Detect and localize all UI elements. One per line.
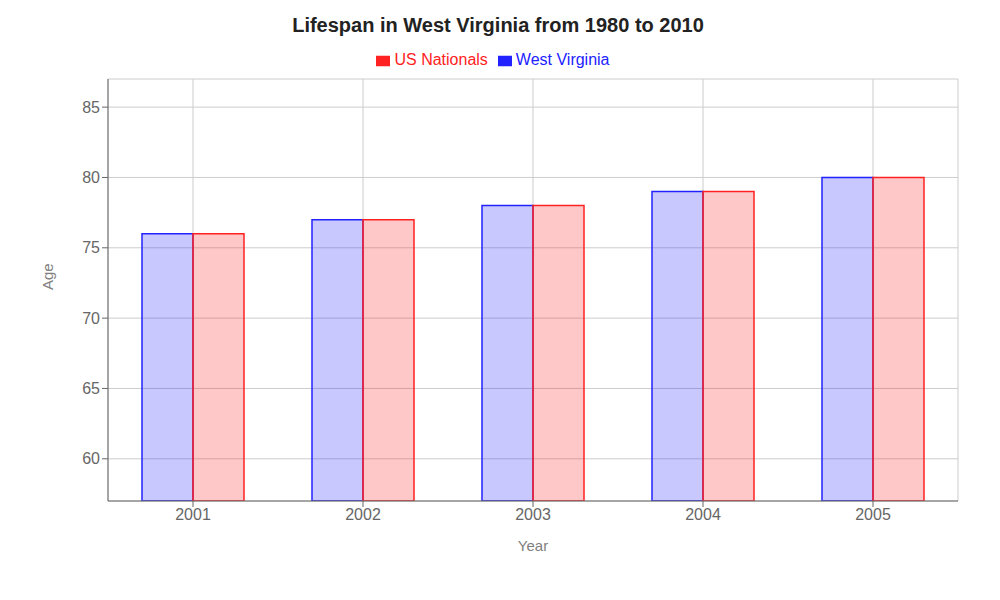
- html-text:Lifespan in West Virginia from: Lifespan in West Virginia from 1980 to 2…: [292, 14, 704, 36]
- svg-text:2001: 2001: [175, 506, 211, 523]
- html-text:West Virginia: West Virginia: [515, 51, 610, 68]
- svg-text:2002: 2002: [345, 506, 381, 523]
- svg-text:Age: Age: [39, 263, 56, 290]
- svg-text:Year: Year: [518, 537, 548, 554]
- svg-text:85: 85: [82, 99, 100, 116]
- svg-text:70: 70: [82, 310, 100, 327]
- svg-text:2003: 2003: [515, 506, 551, 523]
- svg-text:60: 60: [82, 450, 100, 467]
- svg-text:2004: 2004: [685, 506, 721, 523]
- svg-text:65: 65: [82, 380, 100, 397]
- svg-text:75: 75: [82, 239, 100, 256]
- html-text:US Nationals: US Nationals: [394, 51, 488, 68]
- svg-text:2005: 2005: [855, 506, 891, 523]
- svg-text:80: 80: [82, 169, 100, 186]
